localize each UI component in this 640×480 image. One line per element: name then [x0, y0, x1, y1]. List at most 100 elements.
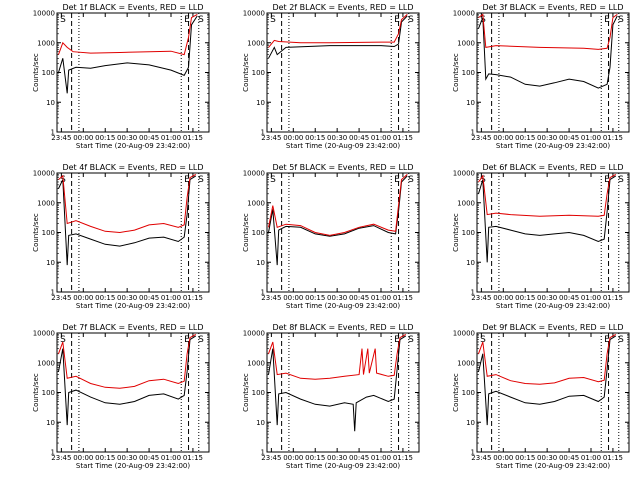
x-axis-label: Start Time (20-Aug-09 23:42:00) — [496, 462, 610, 470]
x-tick-label: 01:00 — [371, 454, 391, 462]
y-tick-label: 1000 — [247, 359, 265, 367]
chart-title: Det 9f BLACK = Events, RED = LLD — [482, 323, 623, 332]
x-tick-label: 23:45 — [51, 454, 71, 462]
events-series-line — [268, 335, 407, 432]
events-series-line — [58, 175, 197, 266]
y-tick-label: 10 — [46, 419, 55, 427]
x-axis-label: Start Time (20-Aug-09 23:42:00) — [76, 462, 190, 470]
flag-letter: S — [198, 175, 204, 185]
flag-letter: S — [618, 175, 624, 185]
x-tick-label: 00:15 — [305, 294, 325, 302]
flag-letter: E — [394, 175, 400, 185]
flag-letter: S — [408, 335, 414, 345]
x-tick-label: 01:15 — [183, 134, 203, 142]
x-tick-label: 01:15 — [183, 454, 203, 462]
flag-letter: E — [184, 15, 190, 25]
x-tick-label: 01:00 — [581, 294, 601, 302]
x-tick-label: 00:00 — [493, 134, 513, 142]
flag-letter: S — [480, 335, 486, 345]
x-axis-label: Start Time (20-Aug-09 23:42:00) — [286, 302, 400, 310]
lld-series-line — [478, 333, 617, 385]
x-tick-label: 00:30 — [117, 294, 137, 302]
y-tick-label: 100 — [252, 69, 265, 77]
x-tick-label: 23:45 — [51, 294, 71, 302]
x-tick-label: 00:30 — [537, 454, 557, 462]
y-tick-label: 10 — [256, 419, 265, 427]
x-tick-label: 00:00 — [283, 294, 303, 302]
y-tick-label: 10 — [46, 259, 55, 267]
y-tick-label: 1 — [471, 449, 475, 457]
y-tick-label: 100 — [252, 389, 265, 397]
y-tick-label: 10000 — [453, 330, 475, 338]
lld-series-line — [268, 174, 408, 236]
y-tick-label: 10000 — [243, 170, 265, 178]
y-tick-label: 1000 — [37, 199, 55, 207]
x-axis-label: Start Time (20-Aug-09 23:42:00) — [76, 302, 190, 310]
x-tick-label: 00:00 — [493, 294, 513, 302]
x-tick-label: 00:00 — [73, 454, 93, 462]
x-tick-label: 00:00 — [73, 134, 93, 142]
x-tick-label: 01:00 — [371, 294, 391, 302]
chart-title: Det 7f BLACK = Events, RED = LLD — [62, 323, 203, 332]
chart-title: Det 6f BLACK = Events, RED = LLD — [482, 163, 623, 172]
events-series-line — [478, 175, 617, 263]
x-tick-label: 01:15 — [183, 294, 203, 302]
x-tick-label: 00:30 — [537, 294, 557, 302]
y-tick-label: 10000 — [453, 170, 475, 178]
x-tick-label: 00:45 — [139, 294, 159, 302]
chart-panel-3: Det 3f BLACK = Events, RED = LLD 1 10 100 10… — [452, 3, 630, 150]
y-axis-label: Counts/sec — [242, 213, 250, 252]
x-tick-label: 00:30 — [327, 454, 347, 462]
x-tick-label: 23:45 — [471, 134, 491, 142]
chart-panel-7: Det 7f BLACK = Events, RED = LLD 1 10 100 10… — [32, 323, 210, 470]
x-tick-label: 01:15 — [393, 294, 413, 302]
y-tick-label: 1 — [261, 129, 265, 137]
x-tick-label: 00:00 — [73, 294, 93, 302]
flag-letter: S — [408, 15, 414, 25]
flag-letter: E — [604, 335, 610, 345]
x-axis-label: Start Time (20-Aug-09 23:42:00) — [496, 302, 610, 310]
x-axis-label: Start Time (20-Aug-09 23:42:00) — [496, 142, 610, 150]
events-series-line — [268, 15, 408, 59]
y-tick-label: 1 — [51, 129, 55, 137]
events-series-line — [478, 335, 617, 426]
x-tick-label: 01:00 — [581, 454, 601, 462]
x-tick-label: 00:00 — [493, 454, 513, 462]
x-tick-label: 01:00 — [371, 134, 391, 142]
y-tick-label: 10 — [466, 419, 475, 427]
x-tick-label: 00:15 — [95, 134, 115, 142]
x-axis-label: Start Time (20-Aug-09 23:42:00) — [76, 142, 190, 150]
x-tick-label: 00:15 — [305, 134, 325, 142]
chart-panel-6: Det 6f BLACK = Events, RED = LLD 1 10 100 10… — [452, 163, 630, 310]
y-tick-label: 10 — [256, 99, 265, 107]
chart-title: Det 1f BLACK = Events, RED = LLD — [62, 3, 203, 12]
y-tick-label: 1000 — [37, 39, 55, 47]
y-tick-label: 1000 — [457, 199, 475, 207]
flag-letter: E — [604, 15, 610, 25]
y-tick-label: 100 — [462, 229, 475, 237]
x-tick-label: 00:45 — [559, 454, 579, 462]
x-tick-label: 01:15 — [393, 134, 413, 142]
x-tick-label: 00:45 — [349, 294, 369, 302]
y-axis-label: Counts/sec — [32, 53, 40, 92]
y-axis-label: Counts/sec — [452, 53, 460, 92]
y-tick-label: 1000 — [457, 39, 475, 47]
flag-letter: E — [604, 175, 610, 185]
x-tick-label: 00:30 — [117, 134, 137, 142]
lld-series-line — [268, 333, 407, 380]
x-tick-label: 23:45 — [261, 454, 281, 462]
y-tick-label: 100 — [252, 229, 265, 237]
x-tick-label: 00:45 — [349, 454, 369, 462]
plot-frame — [266, 332, 420, 453]
x-tick-label: 00:45 — [559, 134, 579, 142]
flag-letter: E — [184, 175, 190, 185]
flag-letter: S — [270, 15, 276, 25]
x-tick-label: 23:45 — [261, 294, 281, 302]
events-series-line — [58, 15, 198, 94]
chart-title: Det 4f BLACK = Events, RED = LLD — [62, 163, 203, 172]
lld-series-line — [58, 333, 197, 389]
x-tick-label: 01:15 — [603, 294, 623, 302]
x-tick-label: 01:00 — [161, 134, 181, 142]
flag-letter: S — [270, 175, 276, 185]
y-tick-label: 1 — [471, 289, 475, 297]
